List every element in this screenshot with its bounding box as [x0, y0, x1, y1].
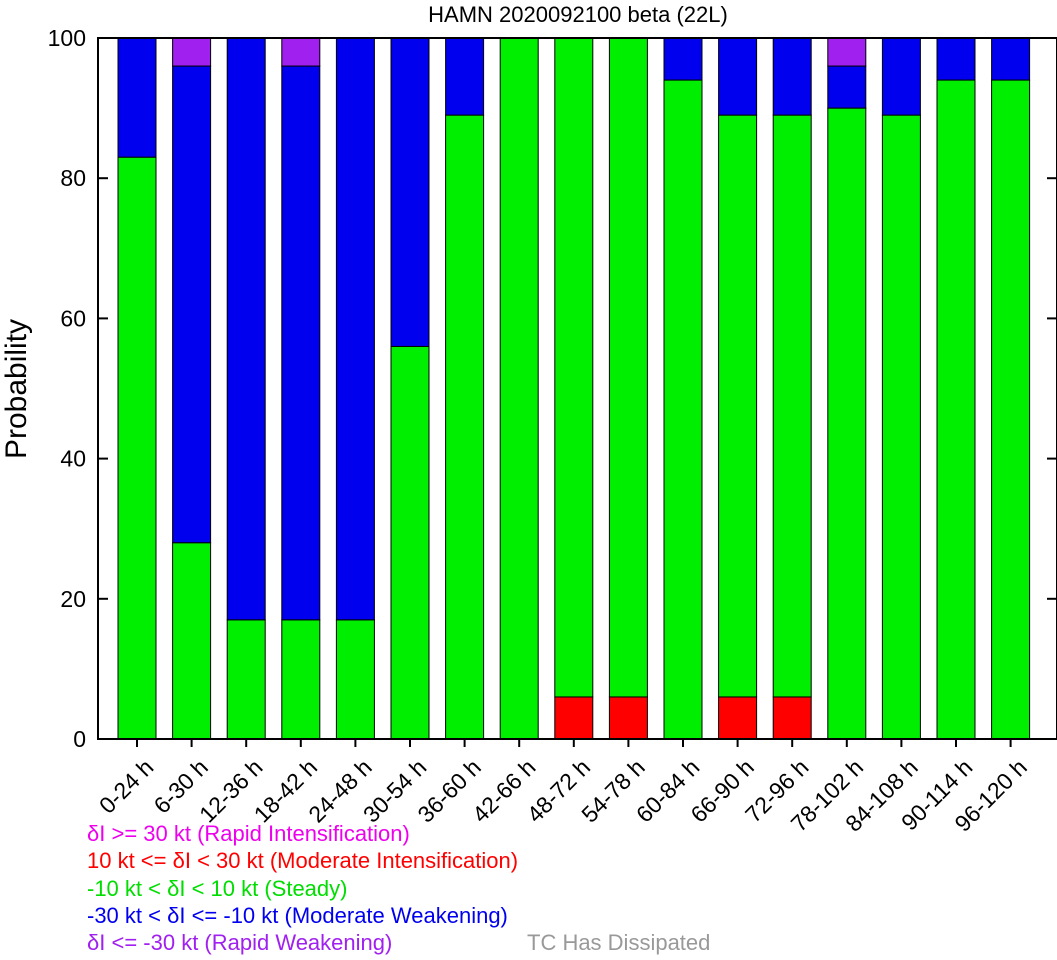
bar-segment-mw-78-102h	[827, 65, 867, 109]
y-tick-label: 40	[60, 446, 86, 472]
bar-segment-mw-6-30h	[172, 65, 212, 544]
bar-segment-steady-78-102h	[827, 107, 867, 740]
bar-segment-steady-96-120h	[991, 79, 1031, 740]
legend-entry: -30 kt < δI <= -10 kt (Moderate Weakenin…	[87, 902, 508, 928]
bar-segment-mi-72-96h	[772, 696, 812, 740]
bar-segment-mw-18-42h	[281, 65, 321, 621]
bar-segment-rw-18-42h	[281, 37, 321, 67]
plot-frame	[97, 37, 1057, 740]
bar-segment-steady-42-66h	[499, 37, 539, 740]
bar-segment-mw-12-36h	[226, 37, 266, 621]
bar-segment-steady-24-48h	[335, 619, 375, 740]
bar-segment-mi-48-72h	[554, 696, 594, 740]
bar-segment-steady-72-96h	[772, 114, 812, 698]
bar-segment-mi-54-78h	[608, 696, 648, 740]
bar-segment-rw-78-102h	[827, 37, 867, 67]
bars-group	[117, 37, 1031, 740]
bar-segment-steady-12-36h	[226, 619, 266, 740]
bar-segment-steady-36-60h	[445, 114, 485, 740]
bar-segment-mw-96-120h	[991, 37, 1031, 81]
bar-segment-mw-84-108h	[881, 37, 921, 116]
bar-segment-mw-0-24h	[117, 37, 157, 158]
y-tick-label: 80	[60, 165, 86, 191]
bar-segment-mw-72-96h	[772, 37, 812, 116]
bar-segment-rw-6-30h	[172, 37, 212, 67]
chart-title: HAMN 2020092100 beta (22L)	[428, 2, 728, 27]
legend-entry: δI <= -30 kt (Rapid Weakening)	[87, 930, 393, 956]
bar-segment-steady-66-90h	[718, 114, 758, 698]
legend-entry-dissipated: TC Has Dissipated	[527, 930, 711, 955]
legend-entry: -10 kt < δI < 10 kt (Steady)	[87, 875, 348, 901]
legend-entry: 10 kt <= δI < 30 kt (Moderate Intensific…	[87, 848, 519, 874]
x-tick-label: 0-24 h	[94, 754, 159, 819]
y-tick-label: 60	[60, 305, 86, 331]
bar-segment-steady-6-30h	[172, 542, 212, 740]
bar-segment-steady-84-108h	[881, 114, 921, 740]
bar-segment-mw-90-114h	[936, 37, 976, 81]
bar-segment-steady-60-84h	[663, 79, 703, 740]
y-tick-label: 20	[60, 586, 86, 612]
bar-segment-mi-66-90h	[718, 696, 758, 740]
bar-segment-mw-66-90h	[718, 37, 758, 116]
bar-segment-mw-30-54h	[390, 37, 430, 347]
bar-segment-mw-24-48h	[335, 37, 375, 621]
bar-segment-mw-36-60h	[445, 37, 485, 116]
bar-segment-steady-30-54h	[390, 345, 430, 740]
bar-segment-mw-60-84h	[663, 37, 703, 81]
y-tick-label: 100	[48, 25, 86, 51]
bar-segment-steady-48-72h	[554, 37, 594, 698]
y-axis-label: Probability	[0, 319, 33, 459]
bar-segment-steady-54-78h	[608, 37, 648, 698]
legend-entry: δI >= 30 kt (Rapid Intensification)	[87, 821, 410, 846]
bar-segment-steady-0-24h	[117, 156, 157, 740]
bar-segment-steady-18-42h	[281, 619, 321, 740]
y-tick-label: 0	[73, 726, 86, 752]
bar-segment-steady-90-114h	[936, 79, 976, 740]
